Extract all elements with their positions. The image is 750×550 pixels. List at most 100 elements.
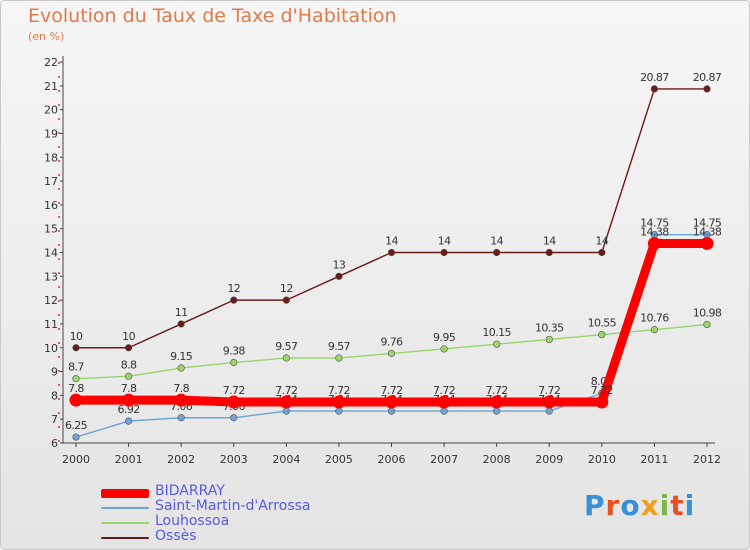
data-point-louhossoa bbox=[650, 326, 659, 334]
data-point-oss-s bbox=[230, 296, 238, 304]
data-point-louhossoa bbox=[72, 375, 80, 383]
data-label-bidarray: 7.8 bbox=[121, 382, 137, 395]
data-point-saint-martin-d-arrossa bbox=[177, 414, 185, 422]
proxiti-logo: Proxiti bbox=[584, 489, 696, 522]
x-tick-label: 2000 bbox=[62, 453, 90, 466]
data-point-bidarray bbox=[595, 395, 609, 409]
data-label-oss-s: 13 bbox=[333, 258, 346, 271]
data-point-louhossoa bbox=[703, 320, 711, 329]
data-point-bidarray bbox=[700, 236, 714, 250]
x-tick-label: 2004 bbox=[272, 453, 300, 466]
data-label-bidarray: 14.38 bbox=[693, 225, 722, 238]
data-label-bidarray: 7.72 bbox=[591, 384, 613, 397]
legend-swatch bbox=[101, 488, 149, 498]
data-point-oss-s bbox=[387, 248, 396, 257]
series-line-oss-s bbox=[75, 88, 708, 349]
x-tick-label: 2005 bbox=[325, 453, 353, 466]
chart-subtitle: (en %) bbox=[28, 30, 65, 43]
data-point-oss-s bbox=[703, 85, 711, 93]
data-label-oss-s: 14 bbox=[543, 235, 556, 248]
x-tick-label: 2011 bbox=[640, 453, 668, 466]
data-label-louhossoa: 9.38 bbox=[223, 345, 246, 358]
data-label-louhossoa: 8.8 bbox=[121, 358, 137, 371]
data-point-bidarray bbox=[437, 395, 451, 409]
data-label-louhossoa: 8.7 bbox=[68, 361, 84, 374]
data-point-saint-martin-d-arrossa bbox=[493, 407, 501, 415]
y-tick-label: 15 bbox=[44, 223, 58, 236]
data-point-saint-martin-d-arrossa bbox=[72, 433, 80, 441]
legend-label: Ossès bbox=[155, 528, 197, 544]
data-label-oss-s: 11 bbox=[175, 306, 188, 319]
data-label-oss-s: 12 bbox=[227, 282, 240, 295]
x-tick-label: 2008 bbox=[483, 453, 511, 466]
data-label-oss-s: 14 bbox=[438, 235, 451, 248]
data-label-oss-s: 14 bbox=[595, 235, 608, 248]
data-point-oss-s bbox=[598, 248, 606, 257]
data-label-louhossoa: 9.95 bbox=[433, 331, 456, 344]
x-tick-label: 2006 bbox=[378, 453, 406, 466]
data-label-bidarray: 7.72 bbox=[223, 384, 245, 397]
legend-swatch bbox=[101, 507, 149, 509]
y-tick-label: 8 bbox=[51, 389, 58, 402]
data-point-louhossoa bbox=[493, 340, 501, 348]
y-tick-label: 10 bbox=[44, 342, 58, 355]
data-label-oss-s: 20.87 bbox=[640, 71, 669, 84]
data-point-bidarray bbox=[332, 395, 346, 409]
data-point-saint-martin-d-arrossa bbox=[387, 407, 396, 415]
data-point-louhossoa bbox=[335, 354, 343, 362]
data-label-bidarray: 7.8 bbox=[68, 382, 84, 395]
data-point-saint-martin-d-arrossa bbox=[440, 407, 448, 415]
y-tick-label: 19 bbox=[44, 127, 58, 140]
legend-swatch bbox=[101, 522, 149, 524]
y-tick-label: 14 bbox=[44, 247, 58, 260]
y-tick-label: 21 bbox=[44, 80, 58, 93]
data-point-bidarray bbox=[542, 395, 556, 409]
data-label-oss-s: 10 bbox=[122, 330, 135, 343]
legend-label: Louhossoa bbox=[155, 513, 230, 529]
data-point-bidarray bbox=[227, 395, 241, 409]
data-point-oss-s bbox=[650, 85, 659, 93]
legend-label: BIDARRAY bbox=[155, 483, 225, 499]
data-label-saint-martin-d-arrossa: 14.75 bbox=[693, 217, 722, 230]
data-label-louhossoa: 10.98 bbox=[693, 306, 722, 319]
data-label-bidarray: 7.72 bbox=[380, 384, 402, 397]
data-label-oss-s: 14 bbox=[490, 235, 503, 248]
data-label-louhossoa: 9.57 bbox=[328, 340, 351, 353]
data-point-oss-s bbox=[282, 296, 290, 304]
data-label-bidarray: 7.72 bbox=[538, 384, 560, 397]
data-point-oss-s bbox=[72, 344, 80, 352]
legend-item: Louhossoa bbox=[101, 513, 421, 531]
data-label-oss-s: 20.87 bbox=[693, 71, 722, 84]
y-tick-label: 9 bbox=[51, 366, 58, 379]
data-point-oss-s bbox=[177, 320, 185, 328]
legend-item: BIDARRAY bbox=[101, 483, 421, 501]
data-label-louhossoa: 9.15 bbox=[170, 350, 193, 363]
y-tick-label: 6 bbox=[51, 437, 58, 450]
data-label-saint-martin-d-arrossa: 6.25 bbox=[65, 419, 88, 432]
data-label-louhossoa: 10.55 bbox=[588, 317, 617, 330]
data-point-oss-s bbox=[440, 248, 448, 257]
data-point-bidarray bbox=[385, 395, 398, 409]
data-label-bidarray: 7.72 bbox=[433, 384, 455, 397]
data-point-louhossoa bbox=[387, 349, 396, 358]
data-point-bidarray bbox=[122, 393, 136, 407]
data-label-bidarray: 7.72 bbox=[486, 384, 508, 397]
data-label-louhossoa: 10.76 bbox=[640, 312, 669, 325]
legend-item: Ossès bbox=[101, 528, 421, 546]
x-tick-label: 2003 bbox=[220, 453, 248, 466]
data-point-oss-s bbox=[493, 248, 501, 257]
data-point-louhossoa bbox=[177, 364, 185, 372]
data-label-louhossoa: 10.35 bbox=[535, 321, 564, 334]
data-point-saint-martin-d-arrossa bbox=[282, 407, 290, 415]
data-label-bidarray: 14.38 bbox=[640, 225, 669, 238]
data-label-oss-s: 10 bbox=[70, 330, 83, 343]
data-label-louhossoa: 9.57 bbox=[275, 340, 298, 353]
data-label-louhossoa: 10.15 bbox=[482, 326, 511, 339]
data-label-louhossoa: 9.76 bbox=[380, 335, 403, 348]
data-point-louhossoa bbox=[440, 345, 448, 353]
y-tick-label: 18 bbox=[44, 151, 58, 164]
data-point-oss-s bbox=[545, 248, 553, 257]
y-tick-label: 7 bbox=[51, 413, 58, 426]
data-label-saint-martin-d-arrossa: 6.92 bbox=[118, 403, 140, 416]
